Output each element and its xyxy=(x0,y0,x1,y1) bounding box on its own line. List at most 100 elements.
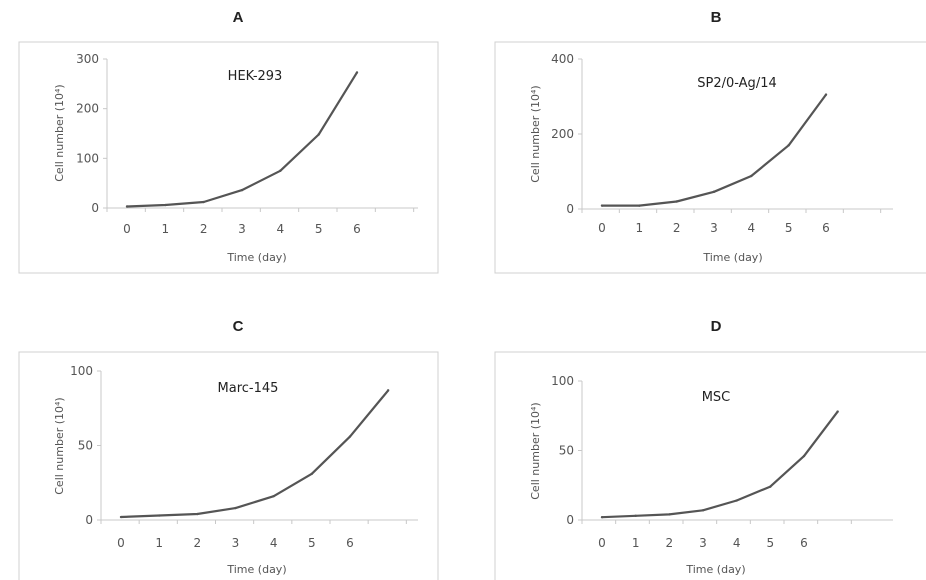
chart-frame xyxy=(494,351,926,580)
data-point xyxy=(634,514,637,518)
data-point xyxy=(234,506,237,510)
x-tick-label: 1 xyxy=(636,221,644,235)
x-tick-label: 0 xyxy=(117,536,125,550)
x-axis-title: Time (day) xyxy=(702,251,762,264)
data-point xyxy=(600,204,604,207)
data-point xyxy=(125,205,129,208)
data-point xyxy=(701,509,705,512)
y-axis-title: Cell number (10⁴) xyxy=(53,84,66,181)
data-point xyxy=(279,169,282,172)
chart-panel-c: C 0 50 100 0 1 2 3 4 5 6 Time (day) Cell number (10⁴… xyxy=(18,318,439,580)
y-tick-label: 200 xyxy=(76,102,99,116)
x-tick-label: 0 xyxy=(598,536,606,550)
y-tick-label: 100 xyxy=(76,151,99,165)
x-tick-label: 4 xyxy=(277,222,285,236)
x-tick-label: 1 xyxy=(632,536,640,550)
x-tick-label: 2 xyxy=(200,222,208,236)
data-point xyxy=(355,71,359,74)
y-tick-label: 200 xyxy=(551,127,574,141)
x-tick-label: 4 xyxy=(748,221,756,235)
x-axis-title: Time (day) xyxy=(226,251,286,264)
x-tick-label: 6 xyxy=(353,222,361,236)
x-tick-label: 3 xyxy=(238,222,246,236)
y-axis-title: Cell number (10⁴) xyxy=(529,85,542,182)
x-tick-label: 0 xyxy=(598,221,606,235)
data-point xyxy=(157,514,161,517)
panel-letter: B xyxy=(711,9,722,26)
data-point xyxy=(750,174,753,178)
data-point xyxy=(196,512,199,516)
y-tick-label: 0 xyxy=(91,201,99,215)
data-point xyxy=(712,190,716,193)
data-point xyxy=(675,200,678,203)
y-tick-label: 100 xyxy=(551,374,574,388)
chart-panel-b: B 0 200 400 0 1 2 3 4 5 6 Time (day) Cell number (10… xyxy=(494,9,926,274)
data-point xyxy=(769,485,772,488)
x-axis-title: Time (day) xyxy=(226,563,286,576)
data-point xyxy=(240,188,244,192)
data-point xyxy=(836,410,839,413)
x-tick-label: 0 xyxy=(123,222,131,236)
x-tick-label: 4 xyxy=(270,536,278,550)
data-point xyxy=(600,516,604,519)
series-label: MSC xyxy=(702,390,731,405)
x-axis-title: Time (day) xyxy=(685,563,745,576)
y-tick-label: 400 xyxy=(551,52,574,66)
y-tick-label: 0 xyxy=(566,513,574,527)
x-tick-label: 5 xyxy=(308,536,316,550)
y-tick-label: 300 xyxy=(76,52,99,66)
y-tick-label: 100 xyxy=(70,364,93,378)
chart-frame xyxy=(18,41,439,274)
y-tick-label: 0 xyxy=(85,513,93,527)
data-point xyxy=(348,435,352,438)
series-line xyxy=(120,389,390,519)
x-tick-label: 6 xyxy=(822,221,830,235)
data-point xyxy=(317,133,320,136)
x-tick-label: 3 xyxy=(232,536,240,550)
x-tick-label: 3 xyxy=(710,221,718,235)
series-line xyxy=(602,93,827,207)
chart-panel-d: D 0 50 100 0 1 2 3 4 5 6 Time (day) Cell number (10⁴… xyxy=(494,318,926,580)
series-line xyxy=(126,71,358,208)
y-tick-label: 50 xyxy=(559,444,574,458)
x-tick-label: 1 xyxy=(162,222,170,236)
x-tick-label: 2 xyxy=(194,536,202,550)
y-axis-title: Cell number (10⁴) xyxy=(53,397,66,494)
data-point xyxy=(638,204,641,207)
data-point xyxy=(668,513,671,516)
data-point xyxy=(164,203,167,207)
x-tick-label: 5 xyxy=(767,536,775,550)
data-point xyxy=(310,472,314,476)
panel-letter: D xyxy=(711,318,722,335)
x-tick-label: 6 xyxy=(346,536,354,550)
data-point xyxy=(787,144,790,147)
data-point xyxy=(802,454,806,458)
series-label: HEK-293 xyxy=(228,69,283,84)
x-tick-label: 6 xyxy=(800,536,808,550)
panel-letter: C xyxy=(233,318,244,335)
x-tick-label: 3 xyxy=(699,536,707,550)
data-point xyxy=(735,499,738,502)
data-point xyxy=(202,200,205,204)
x-tick-label: 1 xyxy=(155,536,163,550)
x-tick-label: 4 xyxy=(733,536,741,550)
data-point xyxy=(386,389,390,392)
x-tick-label: 2 xyxy=(673,221,681,235)
chart-panel-a: A 0 100 200 300 0 1 2 3 4 5 6 Time (day) Cell number … xyxy=(18,9,439,274)
panel-letter: A xyxy=(233,9,244,26)
y-tick-label: 50 xyxy=(78,439,93,453)
data-point xyxy=(272,494,275,498)
y-tick-label: 0 xyxy=(566,202,574,216)
x-tick-label: 5 xyxy=(785,221,793,235)
series-label: Marc-145 xyxy=(218,381,279,396)
data-point xyxy=(824,93,828,96)
data-point xyxy=(119,515,123,519)
series-label: SP2/0-Ag/14 xyxy=(697,76,777,91)
chart-frame xyxy=(494,41,926,274)
chart-frame xyxy=(18,351,439,580)
x-tick-label: 2 xyxy=(666,536,674,550)
y-axis-title: Cell number (10⁴) xyxy=(529,402,542,499)
series-line xyxy=(601,410,839,519)
x-tick-label: 5 xyxy=(315,222,323,236)
